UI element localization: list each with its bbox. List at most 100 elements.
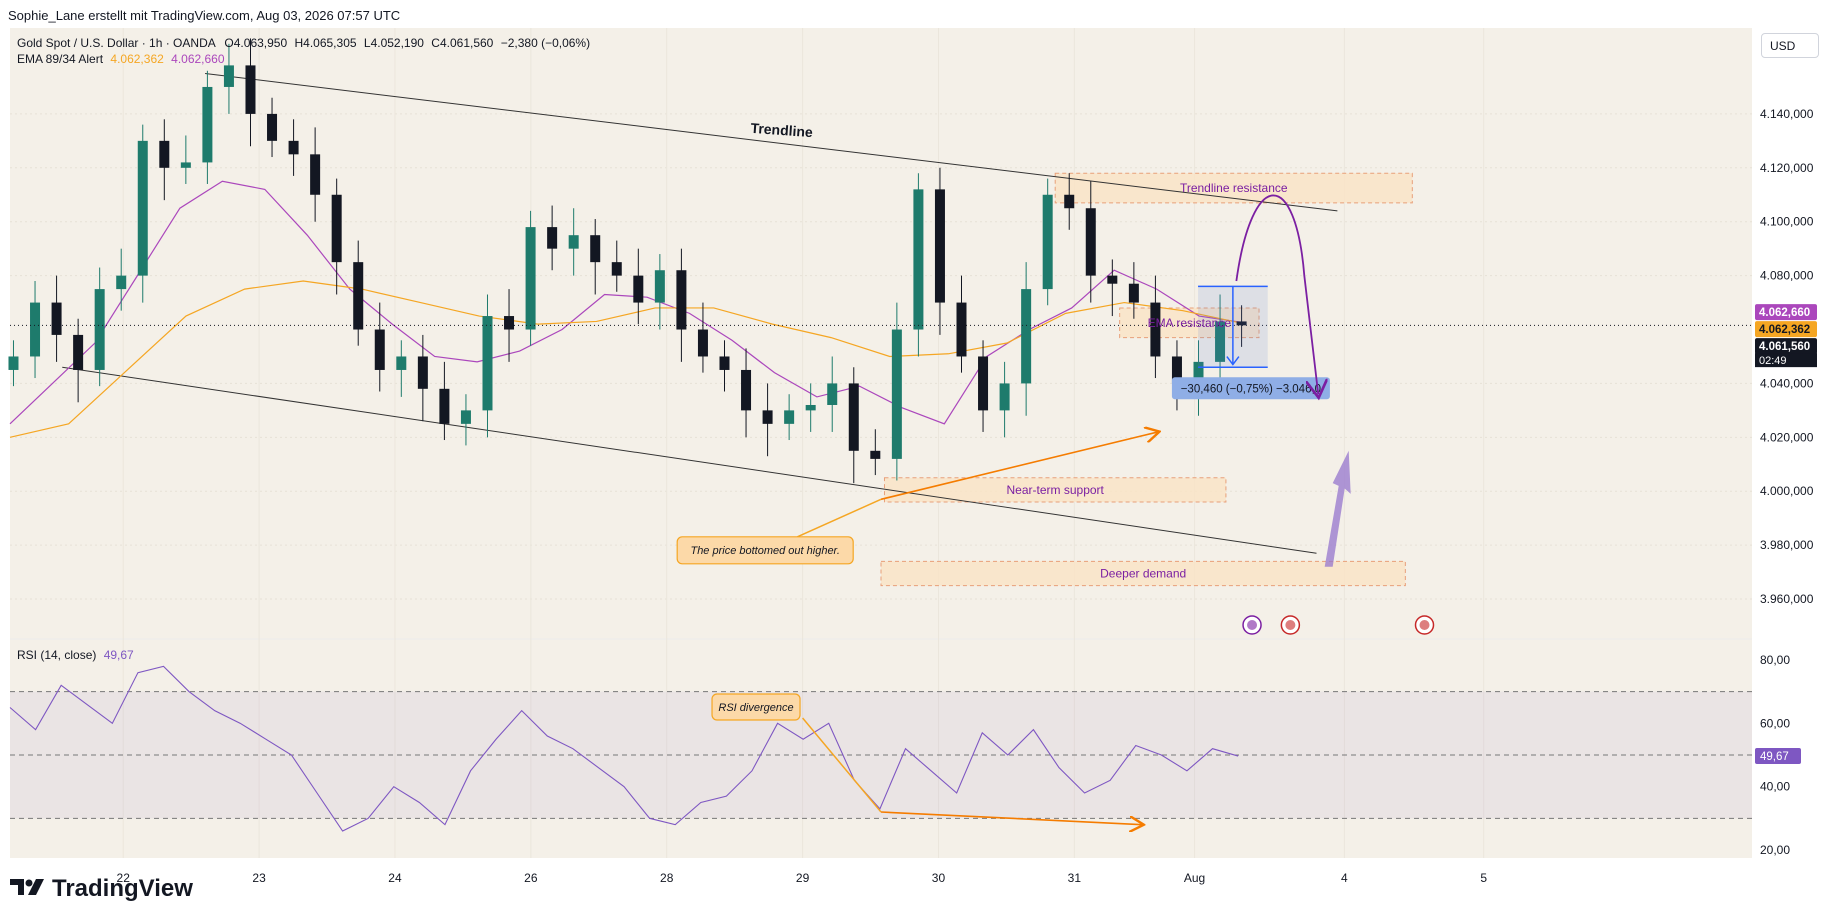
- time-axis-label: Aug: [1184, 871, 1205, 885]
- us-flag-event-icon-inner: [1419, 620, 1430, 630]
- candle-body: [310, 154, 321, 195]
- rsi-pane-bg: [10, 640, 1752, 858]
- candle-body: [353, 262, 364, 330]
- candle-body: [1215, 321, 1226, 362]
- rsi-axis-label: 80,00: [1760, 653, 1790, 667]
- ema-value-1: 4.062,362: [110, 52, 164, 66]
- tv-logo-icon: [10, 875, 46, 903]
- candle-body: [676, 270, 687, 330]
- candle-body: [417, 356, 428, 389]
- projection-arrow-down: [1235, 194, 1318, 394]
- symbol-legend[interactable]: Gold Spot / U.S. Dollar · 1h · OANDA O4.…: [17, 36, 590, 50]
- candle-body: [697, 329, 708, 357]
- rsi-axis-label: 60,00: [1760, 716, 1790, 730]
- attribution-text: Sophie_Lane erstellt mit TradingView.com…: [8, 8, 401, 23]
- measure-tool: −30,460 (−0,75%) −3.046,0: [1171, 285, 1330, 400]
- trendlines-layer: [62, 72, 1338, 554]
- price-axis-label: 3.980,000: [1760, 538, 1814, 552]
- time-axis-label: 31: [1068, 871, 1082, 885]
- candle-body: [999, 383, 1010, 411]
- badge-ema_fast: [1755, 304, 1817, 321]
- lower-trendline: [62, 366, 1317, 554]
- candle-body: [1042, 194, 1053, 290]
- ema-34-line: [9, 180, 1242, 425]
- rsi-divergence-arrow: [880, 811, 1142, 825]
- ema-label: EMA 89/34 Alert: [17, 52, 104, 66]
- candle-body: [762, 410, 773, 424]
- candle-body: [374, 329, 385, 370]
- candle-body: [245, 65, 256, 114]
- candle-body: [741, 369, 752, 411]
- candle-body: [568, 235, 579, 249]
- candle-body: [1021, 289, 1032, 384]
- candle-body: [116, 275, 127, 290]
- time-axis[interactable]: 22 23 24 26 28 29 30 31 Aug 4 5: [117, 871, 1488, 885]
- ema-layer: [9, 180, 1242, 438]
- candle-body: [805, 404, 816, 411]
- candle-body: [439, 388, 450, 424]
- badge-text-ema_fast: 4.062,660: [1759, 307, 1810, 319]
- candle-body: [202, 86, 213, 163]
- candle-body: [1085, 208, 1096, 276]
- rsi-badge: [1755, 748, 1801, 765]
- rsi-axis-label: 40,00: [1760, 780, 1790, 794]
- trendline-label: Trendline: [750, 120, 813, 140]
- candle-body: [288, 140, 299, 155]
- time-axis-label: 4: [1341, 871, 1348, 885]
- rsi-axis[interactable]: 80,00 60,00 40,00 20,00: [1760, 653, 1790, 857]
- candle-body: [827, 383, 838, 405]
- candle-body: [1171, 356, 1182, 384]
- price-axis-label: 4.040,000: [1760, 376, 1814, 390]
- rsi-line: [9, 665, 1239, 832]
- badge-text-countdown: 02:49: [1759, 355, 1787, 367]
- price-badges: 4.062,660 4.062,362 4.061,560 02:49 49,67: [1755, 304, 1817, 765]
- rsi-callout-pointer: [802, 717, 882, 813]
- candle-body: [94, 289, 105, 370]
- ema-legend[interactable]: EMA 89/34 Alert 4.062,362 4.062,660: [17, 52, 225, 66]
- badge-last_price: [1755, 338, 1817, 355]
- support-arrow: [880, 432, 1158, 501]
- candle-body: [1064, 194, 1075, 209]
- brand-name: TradingView: [52, 875, 193, 902]
- candle-body: [8, 356, 19, 370]
- upper-trendline: [205, 72, 1338, 212]
- candle-body: [460, 410, 471, 424]
- candle-body: [223, 65, 234, 87]
- candle-body: [73, 334, 84, 370]
- candle-body: [848, 383, 859, 451]
- candle-body: [611, 262, 622, 276]
- time-axis-label: 26: [524, 871, 538, 885]
- arrows-layer: [880, 194, 1351, 567]
- measure-arrowhead: [1226, 356, 1240, 366]
- rsi-axis-label: 20,00: [1760, 843, 1790, 857]
- candle-body: [934, 189, 945, 303]
- candle-body: [784, 410, 795, 424]
- ema-89-line: [9, 280, 1242, 438]
- legend-high: H4.065,305: [294, 36, 357, 50]
- measure-label-bg: [1171, 377, 1330, 400]
- candles-layer: [8, 38, 1247, 484]
- currency-selector[interactable]: USD: [1761, 33, 1819, 58]
- candle-body: [482, 316, 493, 411]
- time-axis-label: 5: [1480, 871, 1487, 885]
- price-axis-label: 4.140,000: [1760, 107, 1814, 121]
- price-axis-label: 4.100,000: [1760, 215, 1814, 229]
- zone-label-trendline_resistance: Trendline resistance: [1180, 181, 1288, 195]
- candle-body: [654, 270, 665, 303]
- time-axis-label: 30: [932, 871, 946, 885]
- lightning-event-icon-inner: [1247, 620, 1258, 630]
- badge-text-ema_slow: 4.062,362: [1759, 324, 1810, 336]
- time-axis-label: 28: [660, 871, 674, 885]
- tradingview-logo[interactable]: TradingView: [10, 875, 193, 903]
- rsi-callout-box: [711, 693, 801, 721]
- price-axis-label: 3.960,000: [1760, 592, 1814, 606]
- legend-change: −2,380 (−0,06%): [500, 36, 591, 50]
- price-axis[interactable]: 4.140,000 4.120,000 4.100,000 4.080,000 4.04…: [1760, 107, 1814, 606]
- rsi-legend[interactable]: RSI (14, close) 49,67: [17, 648, 134, 662]
- rsi-badge-text: 49,67: [1760, 751, 1789, 763]
- price-pane-bg: [10, 28, 1752, 638]
- legend-open: O4.063,950: [224, 36, 288, 50]
- rsi-label: RSI (14, close): [17, 648, 97, 662]
- zone-deeper_demand: [880, 560, 1406, 587]
